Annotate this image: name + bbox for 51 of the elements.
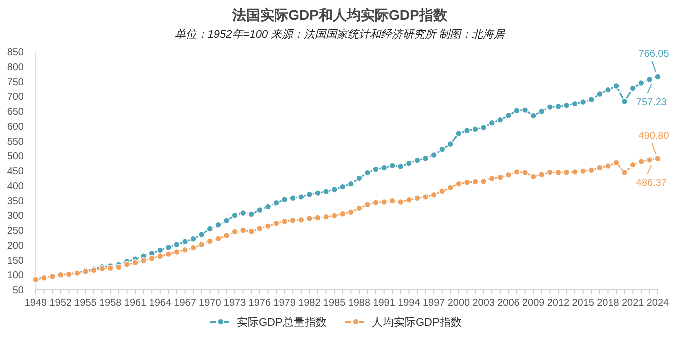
y-tick-label: 800 bbox=[7, 62, 24, 74]
y-tick-label: 750 bbox=[7, 77, 24, 88]
x-tick-label: 2024 bbox=[646, 298, 670, 309]
y-tick-label: 150 bbox=[7, 256, 24, 267]
x-tick-label: 1976 bbox=[248, 298, 272, 309]
y-tick-label: 200 bbox=[7, 240, 24, 252]
y-tick-label: 350 bbox=[7, 196, 24, 208]
y-tick-label: 400 bbox=[7, 181, 24, 192]
x-tick-label: 1982 bbox=[298, 298, 322, 309]
x-tick-label: 1994 bbox=[398, 298, 421, 309]
x-tick-label: 2015 bbox=[572, 298, 595, 309]
x-tick-label: 1958 bbox=[100, 298, 122, 309]
x-tick-label: 2012 bbox=[547, 298, 570, 309]
y-tick-label: 450 bbox=[7, 166, 24, 178]
y-tick-label: 650 bbox=[7, 107, 24, 118]
x-tick-label: 2000 bbox=[448, 298, 471, 309]
y-tick-label: 700 bbox=[7, 92, 24, 104]
legend-label: 实际GDP总量指数 bbox=[237, 316, 327, 329]
x-tick-label: 1985 bbox=[323, 298, 346, 309]
y-tick-label: 100 bbox=[7, 270, 24, 282]
x-tick-label: 1967 bbox=[174, 298, 197, 309]
x-tick-label: 2021 bbox=[622, 298, 645, 309]
x-tick-label: 2009 bbox=[522, 298, 546, 309]
y-tick-label: 50 bbox=[12, 286, 24, 296]
chart-title: 法国实际GDP和人均实际GDP指数 bbox=[232, 7, 448, 23]
x-tick-label: 1991 bbox=[373, 298, 396, 309]
x-tick-label: 1997 bbox=[422, 298, 446, 309]
x-tick-label: 1949 bbox=[24, 298, 48, 309]
chart-subtitle: 单位：1952年=100 来源：法国国家统计和经济研究所 制图：北海居 bbox=[174, 28, 506, 41]
x-tick-label: 1973 bbox=[224, 298, 247, 309]
x-tick-label: 1979 bbox=[274, 298, 296, 309]
y-tick-label: 500 bbox=[7, 152, 24, 163]
x-tick-label: 1988 bbox=[348, 298, 371, 309]
data-label: 757.23 bbox=[636, 98, 668, 109]
x-tick-label: 1964 bbox=[149, 298, 172, 309]
x-tick-label: 1952 bbox=[50, 298, 72, 309]
data-label: 486.37 bbox=[636, 178, 668, 190]
x-tick-label: 2018 bbox=[597, 298, 620, 309]
legend-label: 人均实际GDP指数 bbox=[372, 316, 462, 329]
y-tick-label: 300 bbox=[7, 211, 24, 222]
x-tick-label: 2003 bbox=[472, 298, 496, 309]
x-tick-label: 1955 bbox=[74, 298, 98, 309]
x-tick-label: 2006 bbox=[498, 298, 520, 309]
y-tick-label: 600 bbox=[7, 122, 24, 133]
data-label: 490.80 bbox=[638, 130, 670, 142]
y-tick-label: 250 bbox=[7, 226, 24, 237]
x-tick-label: 1970 bbox=[199, 298, 222, 309]
data-label: 766.05 bbox=[638, 48, 670, 60]
y-tick-label: 550 bbox=[7, 136, 24, 148]
x-tick-label: 1961 bbox=[124, 298, 148, 309]
y-tick-label: 850 bbox=[7, 48, 24, 58]
